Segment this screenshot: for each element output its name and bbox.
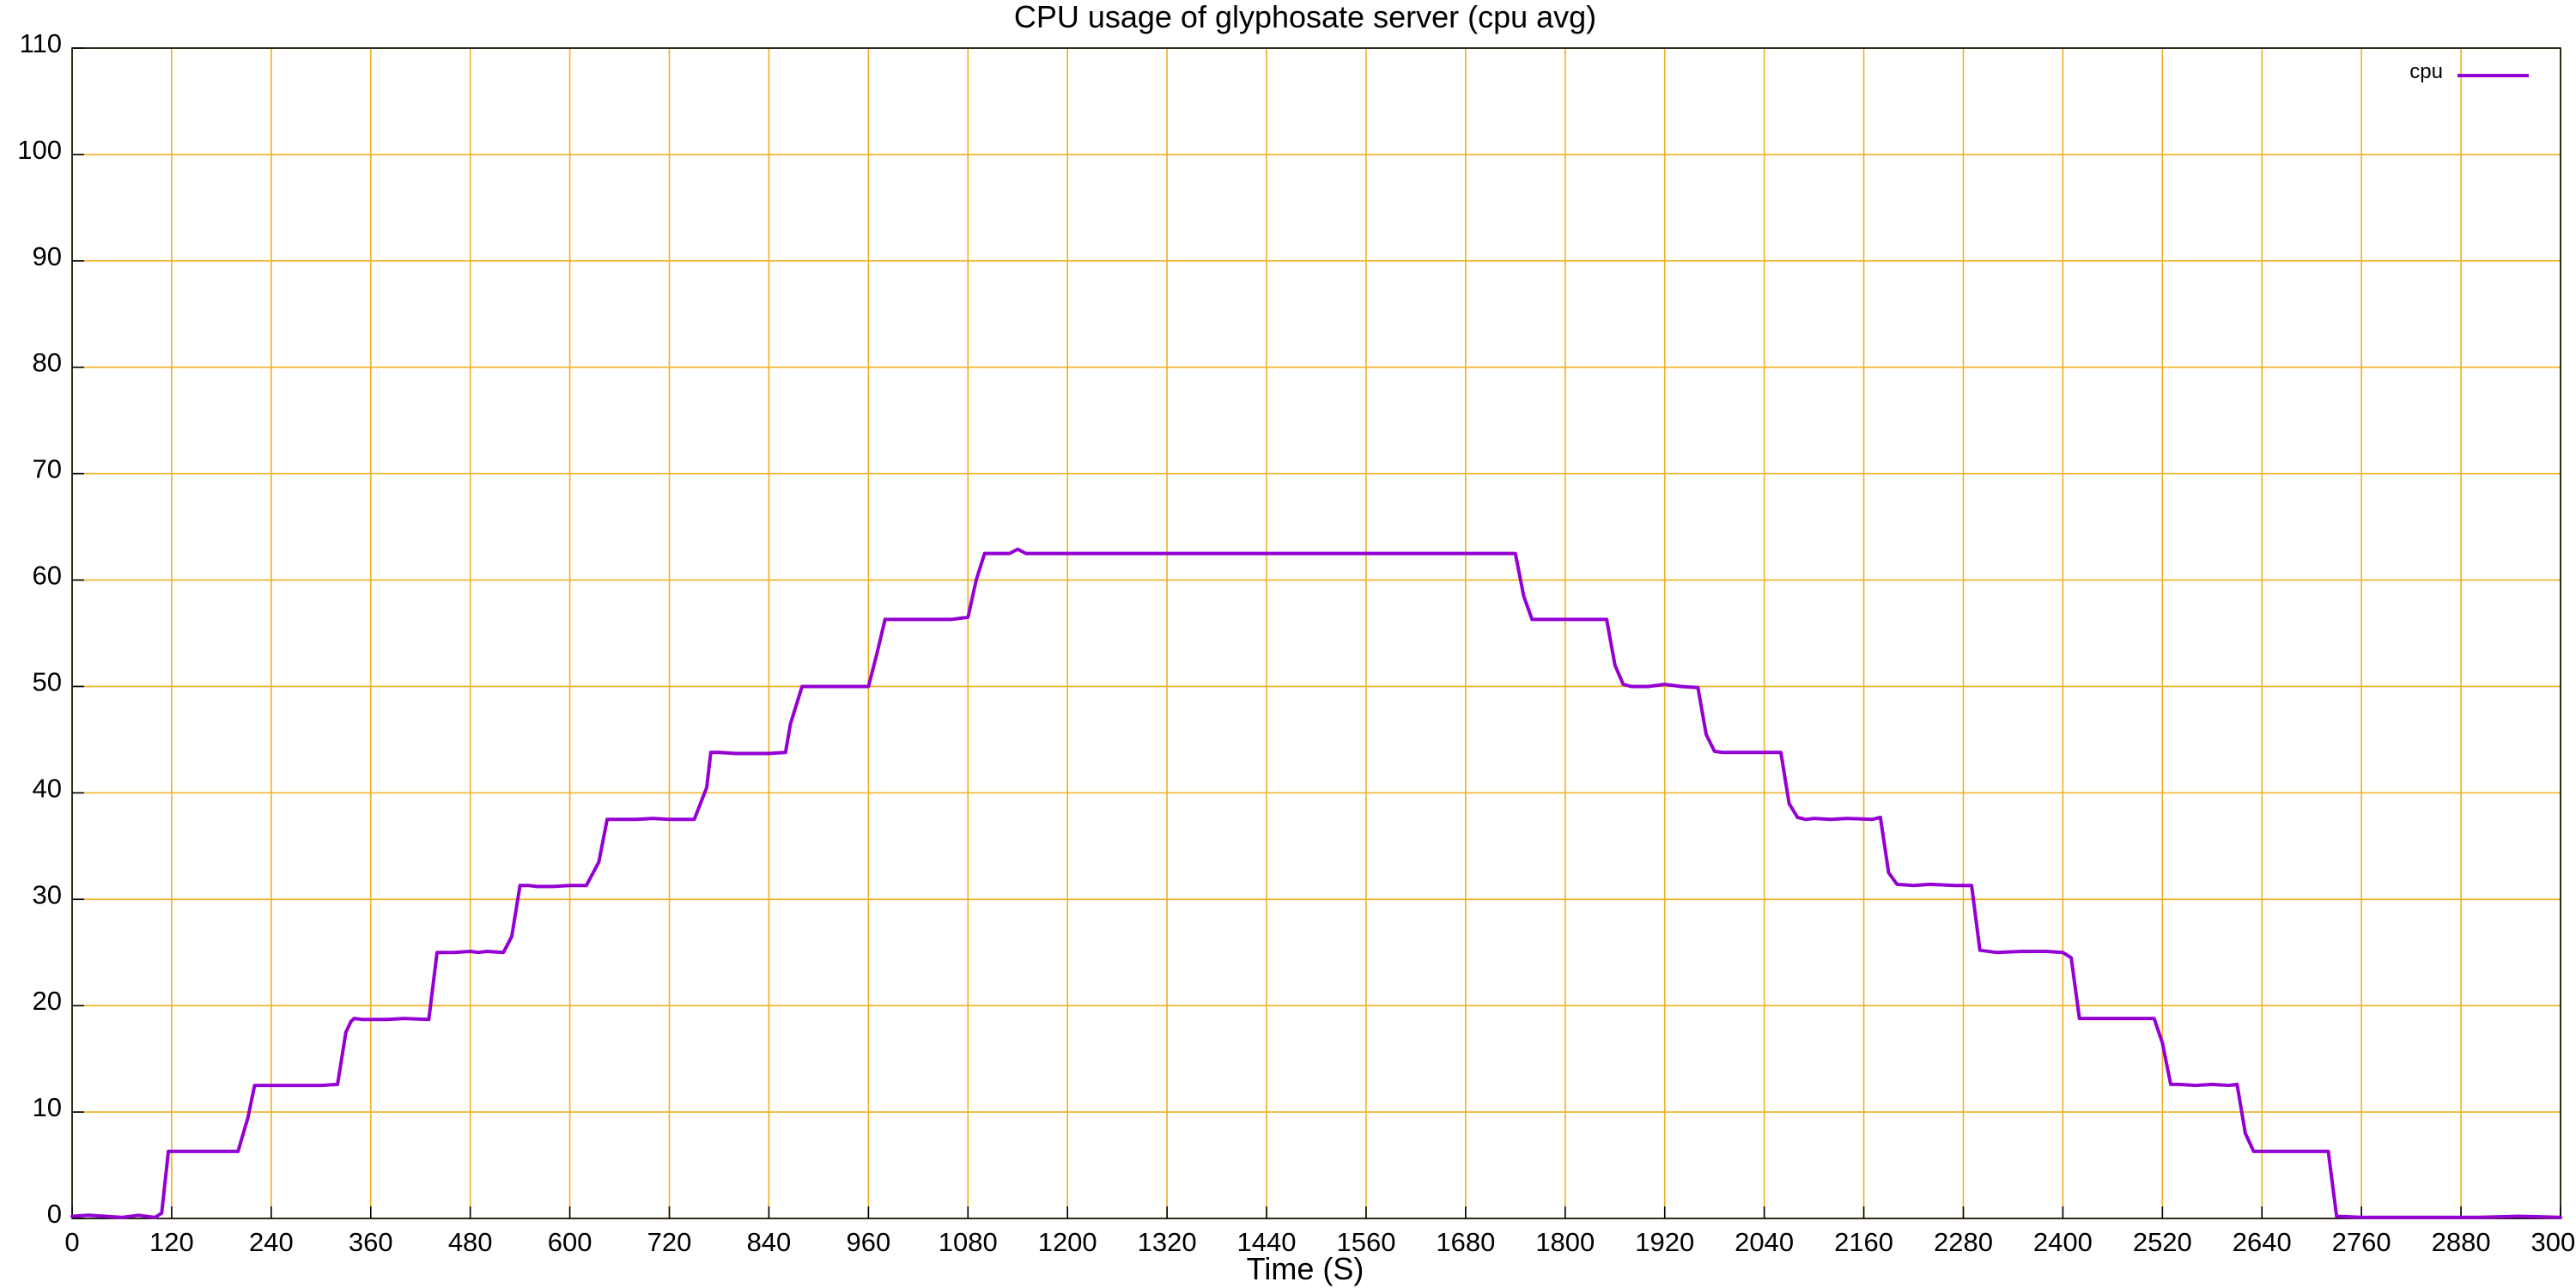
- legend: cpu: [2409, 60, 2529, 83]
- y-tick-label: 90: [33, 241, 62, 271]
- x-tick-label: 720: [647, 1227, 692, 1257]
- x-tick-label: 2160: [1834, 1227, 1893, 1257]
- x-tick-label: 1080: [939, 1227, 998, 1257]
- plot-frame: [71, 47, 2561, 1219]
- tick-marks: [71, 47, 2561, 1219]
- grid-lines: [71, 47, 2561, 1219]
- x-tick-label: 1200: [1038, 1227, 1097, 1257]
- x-tick-label: 120: [149, 1227, 194, 1257]
- x-tick-label: 2280: [1934, 1227, 1993, 1257]
- x-tick-label: 240: [249, 1227, 294, 1257]
- y-tick-label: 100: [17, 135, 62, 165]
- y-tick-labels: 0 10 20 30 40 50 60 70 80 90 100 110: [17, 28, 62, 1229]
- x-axis-label: Time (S): [1247, 1251, 1364, 1286]
- x-tick-label: 1680: [1436, 1227, 1495, 1257]
- chart-title: CPU usage of glyphosate server (cpu avg): [1014, 0, 1596, 34]
- series-line-cpu: [70, 547, 2562, 1219]
- y-tick-label: 110: [20, 28, 62, 58]
- x-tick-label: 2640: [2233, 1227, 2292, 1257]
- x-tick-label: 1920: [1635, 1227, 1694, 1257]
- x-tick-label: 480: [448, 1227, 493, 1257]
- x-tick-label: 2040: [1735, 1227, 1794, 1257]
- x-tick-label: 0: [64, 1227, 79, 1257]
- x-tick-label: 360: [349, 1227, 393, 1257]
- legend-label-cpu: cpu: [2409, 60, 2443, 83]
- x-tick-label: 2400: [2033, 1227, 2093, 1257]
- y-tick-label: 40: [33, 773, 62, 803]
- x-tick-label: 1440: [1237, 1227, 1297, 1257]
- y-tick-label: 70: [33, 454, 62, 484]
- y-tick-label: 60: [33, 561, 62, 591]
- x-tick-label: 3000: [2531, 1227, 2576, 1257]
- y-tick-label: 20: [33, 986, 62, 1016]
- x-tick-label: 840: [747, 1227, 792, 1257]
- y-tick-label: 30: [33, 879, 62, 909]
- y-tick-label: 0: [47, 1199, 62, 1229]
- x-tick-label: 2880: [2432, 1227, 2491, 1257]
- x-tick-labels: 0 120 240 360 480 600 720 840 960 1080 1200 1320 144…: [64, 1227, 2576, 1257]
- x-tick-label: 1320: [1138, 1227, 1197, 1257]
- x-tick-label: 600: [548, 1227, 592, 1257]
- y-tick-label: 50: [33, 666, 62, 696]
- x-tick-label: 1560: [1336, 1227, 1395, 1257]
- y-tick-label: 80: [33, 348, 62, 378]
- x-tick-label: 1800: [1535, 1227, 1595, 1257]
- x-tick-label: 2520: [2133, 1227, 2192, 1257]
- x-tick-label: 2760: [2332, 1227, 2391, 1257]
- y-tick-label: 10: [33, 1092, 62, 1122]
- x-tick-label: 960: [846, 1227, 890, 1257]
